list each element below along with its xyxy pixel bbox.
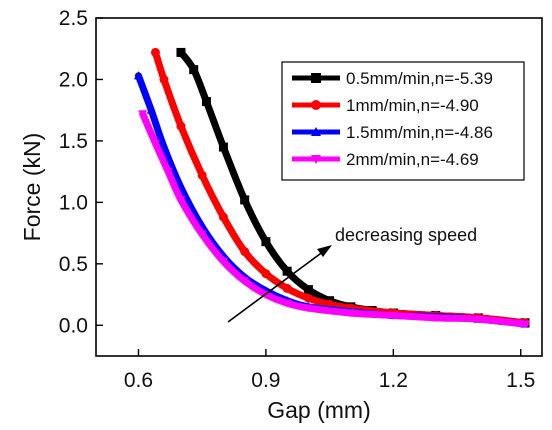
legend-marker	[311, 73, 321, 83]
y-tick-label: 2.5	[59, 7, 88, 30]
annotation-arrow-line	[227, 250, 325, 323]
series-point	[303, 293, 313, 303]
series-point	[176, 121, 186, 131]
series-point	[176, 196, 186, 205]
series-point	[473, 315, 483, 324]
series-point	[240, 195, 250, 205]
series-point	[159, 142, 169, 151]
series-point	[520, 320, 530, 329]
x-axis-title: Gap (mm)	[267, 397, 371, 423]
series-point	[163, 168, 173, 177]
series-point	[240, 277, 250, 286]
series-point	[261, 269, 271, 279]
series-point	[201, 97, 211, 107]
x-tick-label: 1.2	[379, 369, 408, 392]
series-point	[150, 47, 160, 57]
legend-label: 1.5mm/min,n=-4.86	[346, 123, 493, 142]
series-point	[282, 283, 292, 293]
x-tick-label: 1.5	[506, 369, 535, 392]
series-point	[218, 212, 228, 222]
series-point	[159, 74, 169, 84]
legend: 0.5mm/min,n=-5.39 1mm/min,n=-4.90 1.5mm/mi…	[281, 61, 525, 181]
series-point	[240, 247, 250, 257]
series-point	[218, 142, 228, 152]
legend-label: 0.5mm/min,n=-5.39	[346, 69, 493, 88]
y-tick-label: 1.0	[59, 191, 88, 214]
legend-marker	[311, 155, 321, 164]
annotation-text: decreasing speed	[335, 225, 477, 245]
annotation-arrowhead	[317, 245, 332, 257]
decreasing-speed-annotation: decreasing speed	[227, 225, 477, 323]
y-tick-label: 0.0	[59, 314, 88, 337]
y-tick-label: 2.0	[59, 68, 88, 91]
series-point	[197, 230, 207, 239]
series-point	[218, 257, 228, 266]
series-point	[146, 105, 156, 114]
legend-label: 2mm/min,n=-4.69	[346, 150, 479, 169]
legend-entries: 0.5mm/min,n=-5.39 1mm/min,n=-4.90 1.5mm/mi…	[292, 69, 493, 169]
series-point	[133, 71, 143, 80]
legend-marker	[311, 127, 321, 136]
series-point	[138, 110, 148, 119]
plot-area-frame	[95, 17, 543, 357]
series-point	[388, 311, 398, 320]
series-point	[197, 170, 207, 180]
series-point	[431, 314, 441, 323]
series-point	[282, 299, 292, 308]
y-tick-label: 0.5	[59, 253, 88, 276]
y-axis-title: Force (kN)	[19, 133, 45, 242]
series-point	[282, 266, 292, 276]
series-point	[189, 65, 199, 75]
y-tick-label: 1.5	[59, 130, 88, 153]
tick-layer: 0.6 0.9 1.2 1.5 0.0 0.5 1.0 1.5 2.0 2.5	[59, 7, 536, 392]
legend-marker	[311, 100, 321, 110]
series-layer	[133, 47, 530, 329]
series-point	[150, 139, 160, 148]
legend-label: 1mm/min,n=-4.90	[346, 96, 479, 115]
series-point	[176, 47, 186, 57]
series-point	[303, 304, 313, 313]
x-tick-label: 0.6	[124, 369, 153, 392]
x-tick-label: 0.9	[251, 369, 280, 392]
series-point	[261, 237, 271, 247]
series-point	[346, 309, 356, 318]
series-point	[303, 285, 313, 295]
